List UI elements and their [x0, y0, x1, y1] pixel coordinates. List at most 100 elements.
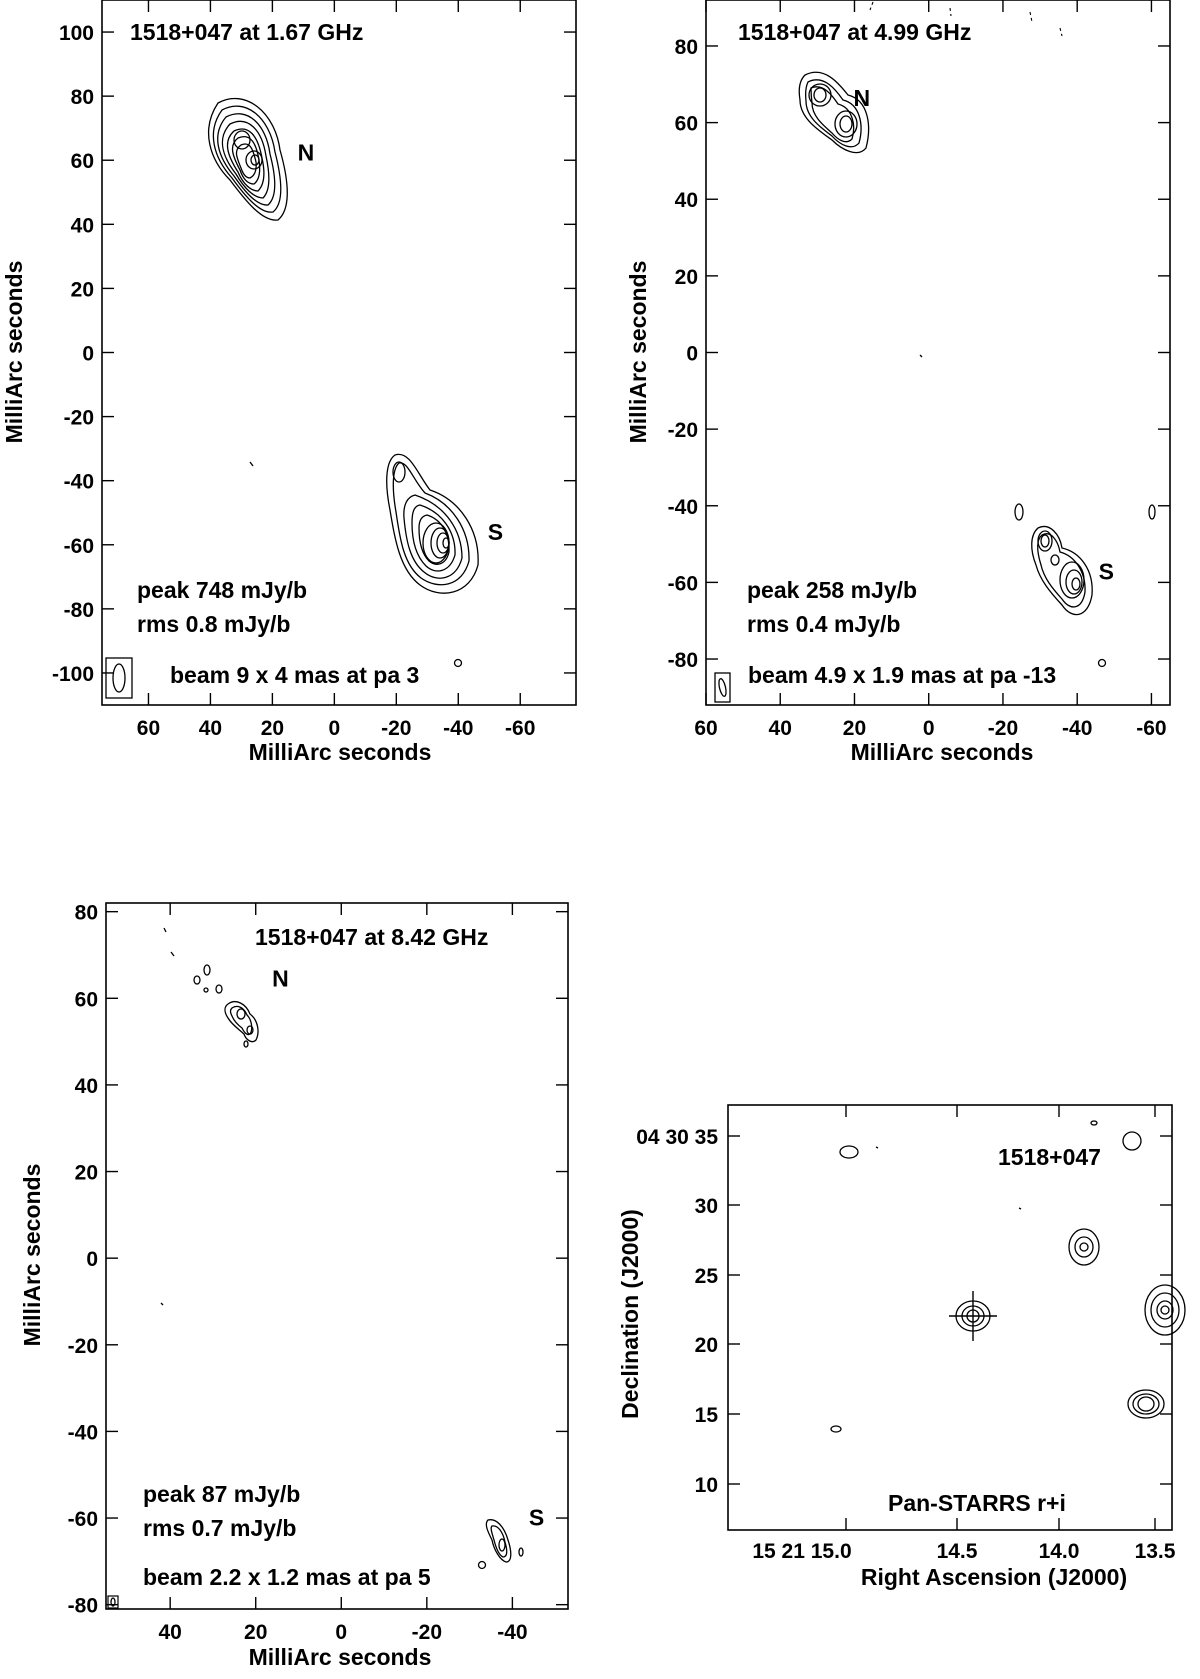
component-label-n: N [298, 140, 315, 166]
y-tick-label: 40 [75, 1075, 98, 1098]
x-tick-label: 0 [923, 717, 935, 740]
panel-frame [105, 902, 569, 1610]
y-tick-label: -100 [52, 663, 94, 686]
y-tick-label: 04 30 35 [636, 1126, 718, 1149]
source-n-contours [208, 97, 288, 221]
x-axis-label: Right Ascension (J2000) [861, 1564, 1127, 1590]
x-tick-label: -40 [497, 1621, 527, 1644]
x-axis-label: MilliArc seconds [851, 739, 1034, 765]
component-label-s: S [529, 1504, 544, 1530]
y-tick-label: 20 [75, 1162, 98, 1185]
panel-1-67ghz: 60 40 20 0 -20 -40 -60 100 80 60 40 20 0 -20 -40 -60 -8… [1, 0, 577, 765]
source-n-contours [798, 71, 870, 154]
x-tick-label: 0 [335, 1621, 347, 1644]
beam-text: beam 9 x 4 mas at pa 3 [170, 662, 419, 688]
x-tick-label: -20 [988, 717, 1018, 740]
beam-box [714, 672, 731, 703]
y-tick-label: 40 [71, 214, 94, 237]
y-axis-label: MilliArc seconds [625, 261, 651, 444]
y-ticks: 04 30 35 30 25 20 15 10 [636, 1126, 1172, 1497]
y-tick-label: -20 [64, 407, 94, 430]
y-ticks: 80 60 40 20 0 -20 -40 -60 -80 [668, 36, 1170, 672]
beam-text: beam 4.9 x 1.9 mas at pa -13 [748, 662, 1056, 688]
y-tick-label: 20 [675, 266, 698, 289]
beam-ellipse [112, 663, 126, 693]
x-ticks: 15 21 15.0 14.5 14.0 13.5 [752, 1105, 1176, 1563]
y-tick-label: -80 [64, 599, 94, 622]
x-tick-label: 60 [694, 717, 717, 740]
component-label-s: S [1099, 559, 1114, 585]
y-tick-label: 80 [675, 36, 698, 59]
y-tick-label: 40 [675, 189, 698, 212]
x-tick-label: 15 21 15.0 [752, 1540, 851, 1563]
beam-box [105, 657, 133, 699]
y-tick-label: 80 [75, 902, 98, 925]
y-tick-label: 0 [686, 343, 698, 366]
panel-8-42ghz: 40 20 0 -20 -40 80 60 40 20 0 -20 -40 -60 -80 MilliA… [19, 902, 569, 1670]
y-tick-label: 60 [75, 988, 98, 1011]
x-tick-label: -40 [1062, 717, 1092, 740]
x-tick-label: 40 [158, 1621, 181, 1644]
y-tick-label: 0 [86, 1248, 98, 1271]
source-s-contours [1014, 503, 1156, 616]
y-ticks: 100 80 60 40 20 0 -20 -40 -60 -80 -100 [52, 22, 576, 686]
y-tick-label: 0 [82, 343, 94, 366]
noise-blip [160, 1302, 164, 1306]
noise-blip [249, 461, 254, 467]
x-tick-label: 40 [769, 717, 792, 740]
x-tick-label: -20 [412, 1621, 442, 1644]
y-tick-label: -60 [668, 572, 698, 595]
x-ticks: 60 40 20 0 -20 -40 -60 [137, 0, 535, 740]
x-tick-label: -60 [1136, 717, 1166, 740]
x-axis-label: MilliArc seconds [249, 739, 432, 765]
rms-text: rms 0.4 mJy/b [747, 611, 900, 637]
y-tick-label: 15 [695, 1404, 719, 1427]
component-label-n: N [272, 965, 289, 991]
y-tick-label: -60 [64, 535, 94, 558]
component-label-n: N [853, 85, 870, 111]
y-tick-label: 30 [695, 1195, 718, 1218]
panel-frame [727, 1104, 1173, 1531]
y-tick-label: -80 [68, 1595, 98, 1618]
component-label-s: S [488, 519, 503, 545]
y-tick-label: -40 [668, 496, 698, 519]
y-tick-label: 20 [71, 278, 94, 301]
y-ticks: 80 60 40 20 0 -20 -40 -60 -80 [68, 902, 568, 1618]
y-tick-label: 80 [71, 86, 94, 109]
peak-text: peak 87 mJy/b [143, 1481, 300, 1507]
x-tick-label: 20 [261, 717, 284, 740]
y-tick-label: -40 [68, 1421, 98, 1444]
panel-pan-starrs: 15 21 15.0 14.5 14.0 13.5 04 30 35 30 25… [617, 1104, 1186, 1590]
x-tick-label: 20 [843, 717, 866, 740]
beam-ellipse [718, 678, 727, 697]
x-tick-label: -60 [505, 717, 535, 740]
peak-text: peak 258 mJy/b [747, 577, 917, 603]
y-axis-label: MilliArc seconds [19, 1164, 45, 1347]
x-tick-label: 60 [137, 717, 160, 740]
source-s-contours [386, 453, 479, 594]
x-tick-label: -20 [381, 717, 411, 740]
radio-position-crosshair [949, 1291, 997, 1341]
panel-title: 1518+047 at 4.99 GHz [738, 19, 971, 45]
beam-text: beam 2.2 x 1.2 mas at pa 5 [143, 1564, 431, 1590]
x-tick-label: -40 [443, 717, 473, 740]
degree-symbol [453, 658, 463, 668]
x-tick-label: 14.0 [1039, 1540, 1080, 1563]
x-ticks: 40 20 0 -20 -40 [158, 903, 528, 1644]
x-tick-label: 13.5 [1135, 1540, 1176, 1563]
x-axis-label: MilliArc seconds [249, 1644, 432, 1670]
y-axis-label: Declination (J2000) [617, 1209, 643, 1419]
y-tick-label: 10 [695, 1474, 718, 1497]
x-tick-label: 0 [329, 717, 341, 740]
x-tick-label: 40 [199, 717, 222, 740]
y-tick-label: 20 [695, 1334, 718, 1357]
rms-text: rms 0.7 mJy/b [143, 1515, 296, 1541]
y-tick-label: -20 [668, 419, 698, 442]
optical-source-contours [830, 1120, 1186, 1433]
y-tick-label: -20 [68, 1335, 98, 1358]
panel-title: 1518+047 at 1.67 GHz [130, 19, 363, 45]
y-tick-label: -60 [68, 1508, 98, 1531]
rms-text: rms 0.8 mJy/b [137, 611, 290, 637]
panel-4-99ghz: 60 40 20 0 -20 -40 -60 80 60 40 20 0 -20 -40 -60 -80 M… [625, 0, 1171, 765]
